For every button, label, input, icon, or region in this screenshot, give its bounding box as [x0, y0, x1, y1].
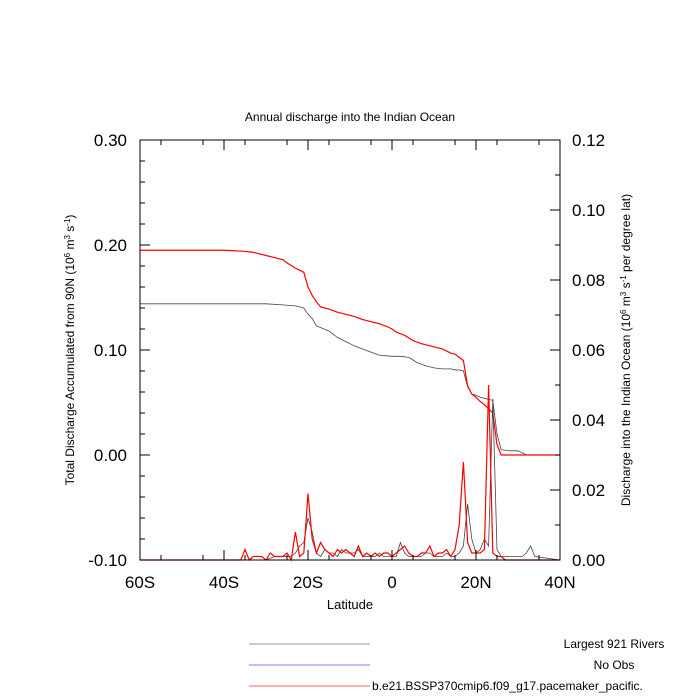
y-axis-label-left: Total Discharge Accumulated from 90N (10… [63, 215, 78, 486]
y-tick-label-left: 0.00 [94, 446, 127, 465]
legend: Largest 921 Rivers No Obs b.e21.BSSP370cmi… [249, 637, 664, 693]
axis-label-part: s [63, 226, 77, 235]
y-tick-label-right: 0.02 [572, 481, 605, 500]
legend-label-1: No Obs [594, 658, 635, 672]
legend-label-2: b.e21.BSSP370cmip6.f09_g17.pacemaker_pac… [372, 679, 643, 693]
x-tick-label: 0 [387, 573, 396, 592]
axis-label-part: 6 [63, 252, 72, 257]
y-tick-label-right: 0.12 [572, 131, 605, 150]
series-line-2 [140, 249, 560, 456]
x-tick-label: 20S [293, 573, 323, 592]
axis-label-part: per degree lat) [619, 194, 633, 275]
y-tick-label-right: 0.08 [572, 271, 605, 290]
plot-lines [140, 249, 561, 562]
axis-label-part: Discharge into the Indian Ocean (10 [619, 314, 633, 506]
series-line-4 [140, 384, 560, 562]
series-line-0 [140, 303, 560, 456]
axis-label-part: s [619, 282, 633, 291]
x-tick-label: 60S [125, 573, 155, 592]
x-tick-label: 20N [460, 573, 491, 592]
y-tick-label-right: 0.06 [572, 341, 605, 360]
x-tick-label: 40N [544, 573, 575, 592]
series-line-3 [140, 398, 561, 561]
axis-label-part: ) [63, 215, 77, 219]
plot-frame [139, 139, 561, 561]
axis-label-part: 6 [619, 309, 628, 314]
axis-label-part: m [619, 296, 633, 309]
legend-label-0: Largest 921 Rivers [564, 637, 665, 651]
y-axis-label-right: Discharge into the Indian Ocean (106 m3 … [619, 194, 634, 506]
x-axis-label: Latitude [327, 597, 373, 612]
y-tick-label-left: 0.20 [94, 236, 127, 255]
axis-label-part: m [63, 240, 77, 253]
axis-label-part: Total Discharge Accumulated from 90N (10 [63, 257, 77, 485]
y-tick-label-left: 0.10 [94, 341, 127, 360]
y-tick-label-left: 0.30 [94, 131, 127, 150]
y-tick-label-right: 0.00 [572, 551, 605, 570]
axis-label-part: -1 [619, 275, 628, 283]
axis-label-part: 3 [63, 235, 72, 240]
axis-label-part: 3 [619, 291, 628, 296]
axis-label-part: -1 [63, 218, 72, 226]
x-tick-label: 40S [209, 573, 239, 592]
axes: 60S 40S 20S 0 20N 40N -0.10 0.00 0.10 0.20 0.30 0.0… [88, 131, 605, 592]
y-tick-label-right: 0.04 [572, 411, 605, 430]
y-tick-label-left: -0.10 [88, 551, 127, 570]
y-tick-label-right: 0.10 [572, 201, 605, 220]
chart-title: Annual discharge into the Indian Ocean [245, 110, 455, 124]
